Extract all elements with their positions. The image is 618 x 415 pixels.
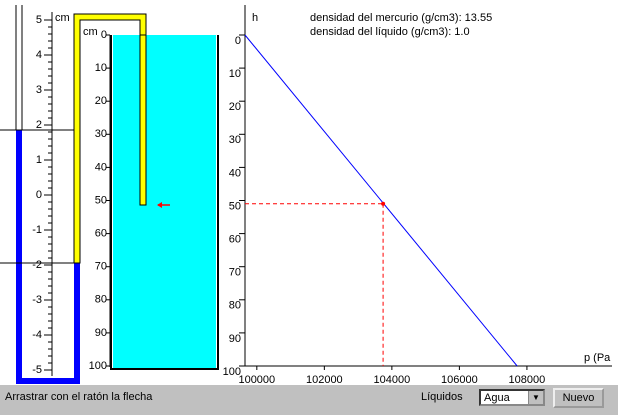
y-tick-label: 80 — [229, 300, 241, 312]
depth-label: 50 — [95, 194, 107, 206]
depth-label: 30 — [95, 128, 107, 140]
y-tick-label: 70 — [229, 267, 241, 279]
status-bar: Arrastrar con el ratón la flecha Líquido… — [0, 385, 618, 415]
x-tick-label: 102000 — [306, 374, 343, 385]
y-tick-label: 100 — [223, 366, 241, 378]
liquid-select[interactable]: Agua ▼ — [479, 389, 545, 406]
scale-label: 3 — [36, 84, 42, 96]
marker — [381, 201, 386, 206]
depth-label: 10 — [95, 62, 107, 74]
scale-label: -1 — [32, 224, 42, 236]
drag-arrow-head[interactable] — [157, 202, 162, 208]
x-axis-title: p (Pa — [584, 352, 611, 364]
scale-label: -4 — [32, 329, 42, 341]
liquid — [113, 35, 216, 368]
y-tick-label: 0 — [235, 35, 241, 47]
container — [110, 35, 219, 370]
mercury-right — [74, 263, 80, 384]
y-axis-title: h — [252, 12, 258, 24]
scale-label: 2 — [36, 119, 42, 131]
info: densidad del líquido (g/cm3): 1.0 — [310, 26, 470, 38]
line — [244, 34, 518, 367]
x-tick-label: 100000 — [238, 374, 275, 385]
y-tick-label: 40 — [229, 167, 241, 179]
y-tick-label: 50 — [229, 200, 241, 212]
depth-label: 20 — [95, 95, 107, 107]
x-tick-label: 104000 — [374, 374, 411, 385]
depth-label: 0 — [101, 29, 107, 41]
depth-label: 90 — [95, 327, 107, 339]
depth-label: 80 — [95, 294, 107, 306]
scale-label: 1 — [36, 154, 42, 166]
scale-label: -3 — [32, 294, 42, 306]
scale-unit: cm — [55, 12, 70, 24]
y-tick-label: 30 — [229, 134, 241, 146]
new-button[interactable]: Nuevo — [553, 388, 604, 408]
info: densidad del mercurio (g/cm3): 13.55 — [310, 12, 492, 24]
mercury-left — [16, 130, 22, 384]
select-arrow[interactable]: ▼ — [528, 391, 543, 404]
depth-label: 100 — [89, 360, 107, 372]
scale-label: -2 — [32, 259, 42, 271]
y-tick-label: 60 — [229, 234, 241, 246]
y-tick-label: 90 — [229, 333, 241, 345]
mercury-bottom — [16, 378, 80, 384]
x-tick-label: 106000 — [441, 374, 478, 385]
y-tick-label: 20 — [229, 101, 241, 113]
select-value: Agua — [484, 392, 510, 404]
canvas: cm cm densidad del mercurio (g/cm3): 13.… — [0, 5, 612, 386]
depth-label: 70 — [95, 261, 107, 273]
scale-label: 5 — [36, 14, 42, 26]
probe — [139, 34, 147, 206]
depth-label: 40 — [95, 161, 107, 173]
y-tick-label: 10 — [229, 68, 241, 80]
liquid-label: Líquidos — [421, 391, 463, 403]
scale-label: -5 — [32, 364, 42, 376]
scale-unit: cm — [83, 26, 98, 38]
scale-label: 0 — [36, 189, 42, 201]
x-tick-label: 108000 — [509, 374, 546, 385]
scale-label: 4 — [36, 49, 42, 61]
status-text: Arrastrar con el ratón la flecha — [5, 391, 153, 403]
depth-label: 60 — [95, 228, 107, 240]
